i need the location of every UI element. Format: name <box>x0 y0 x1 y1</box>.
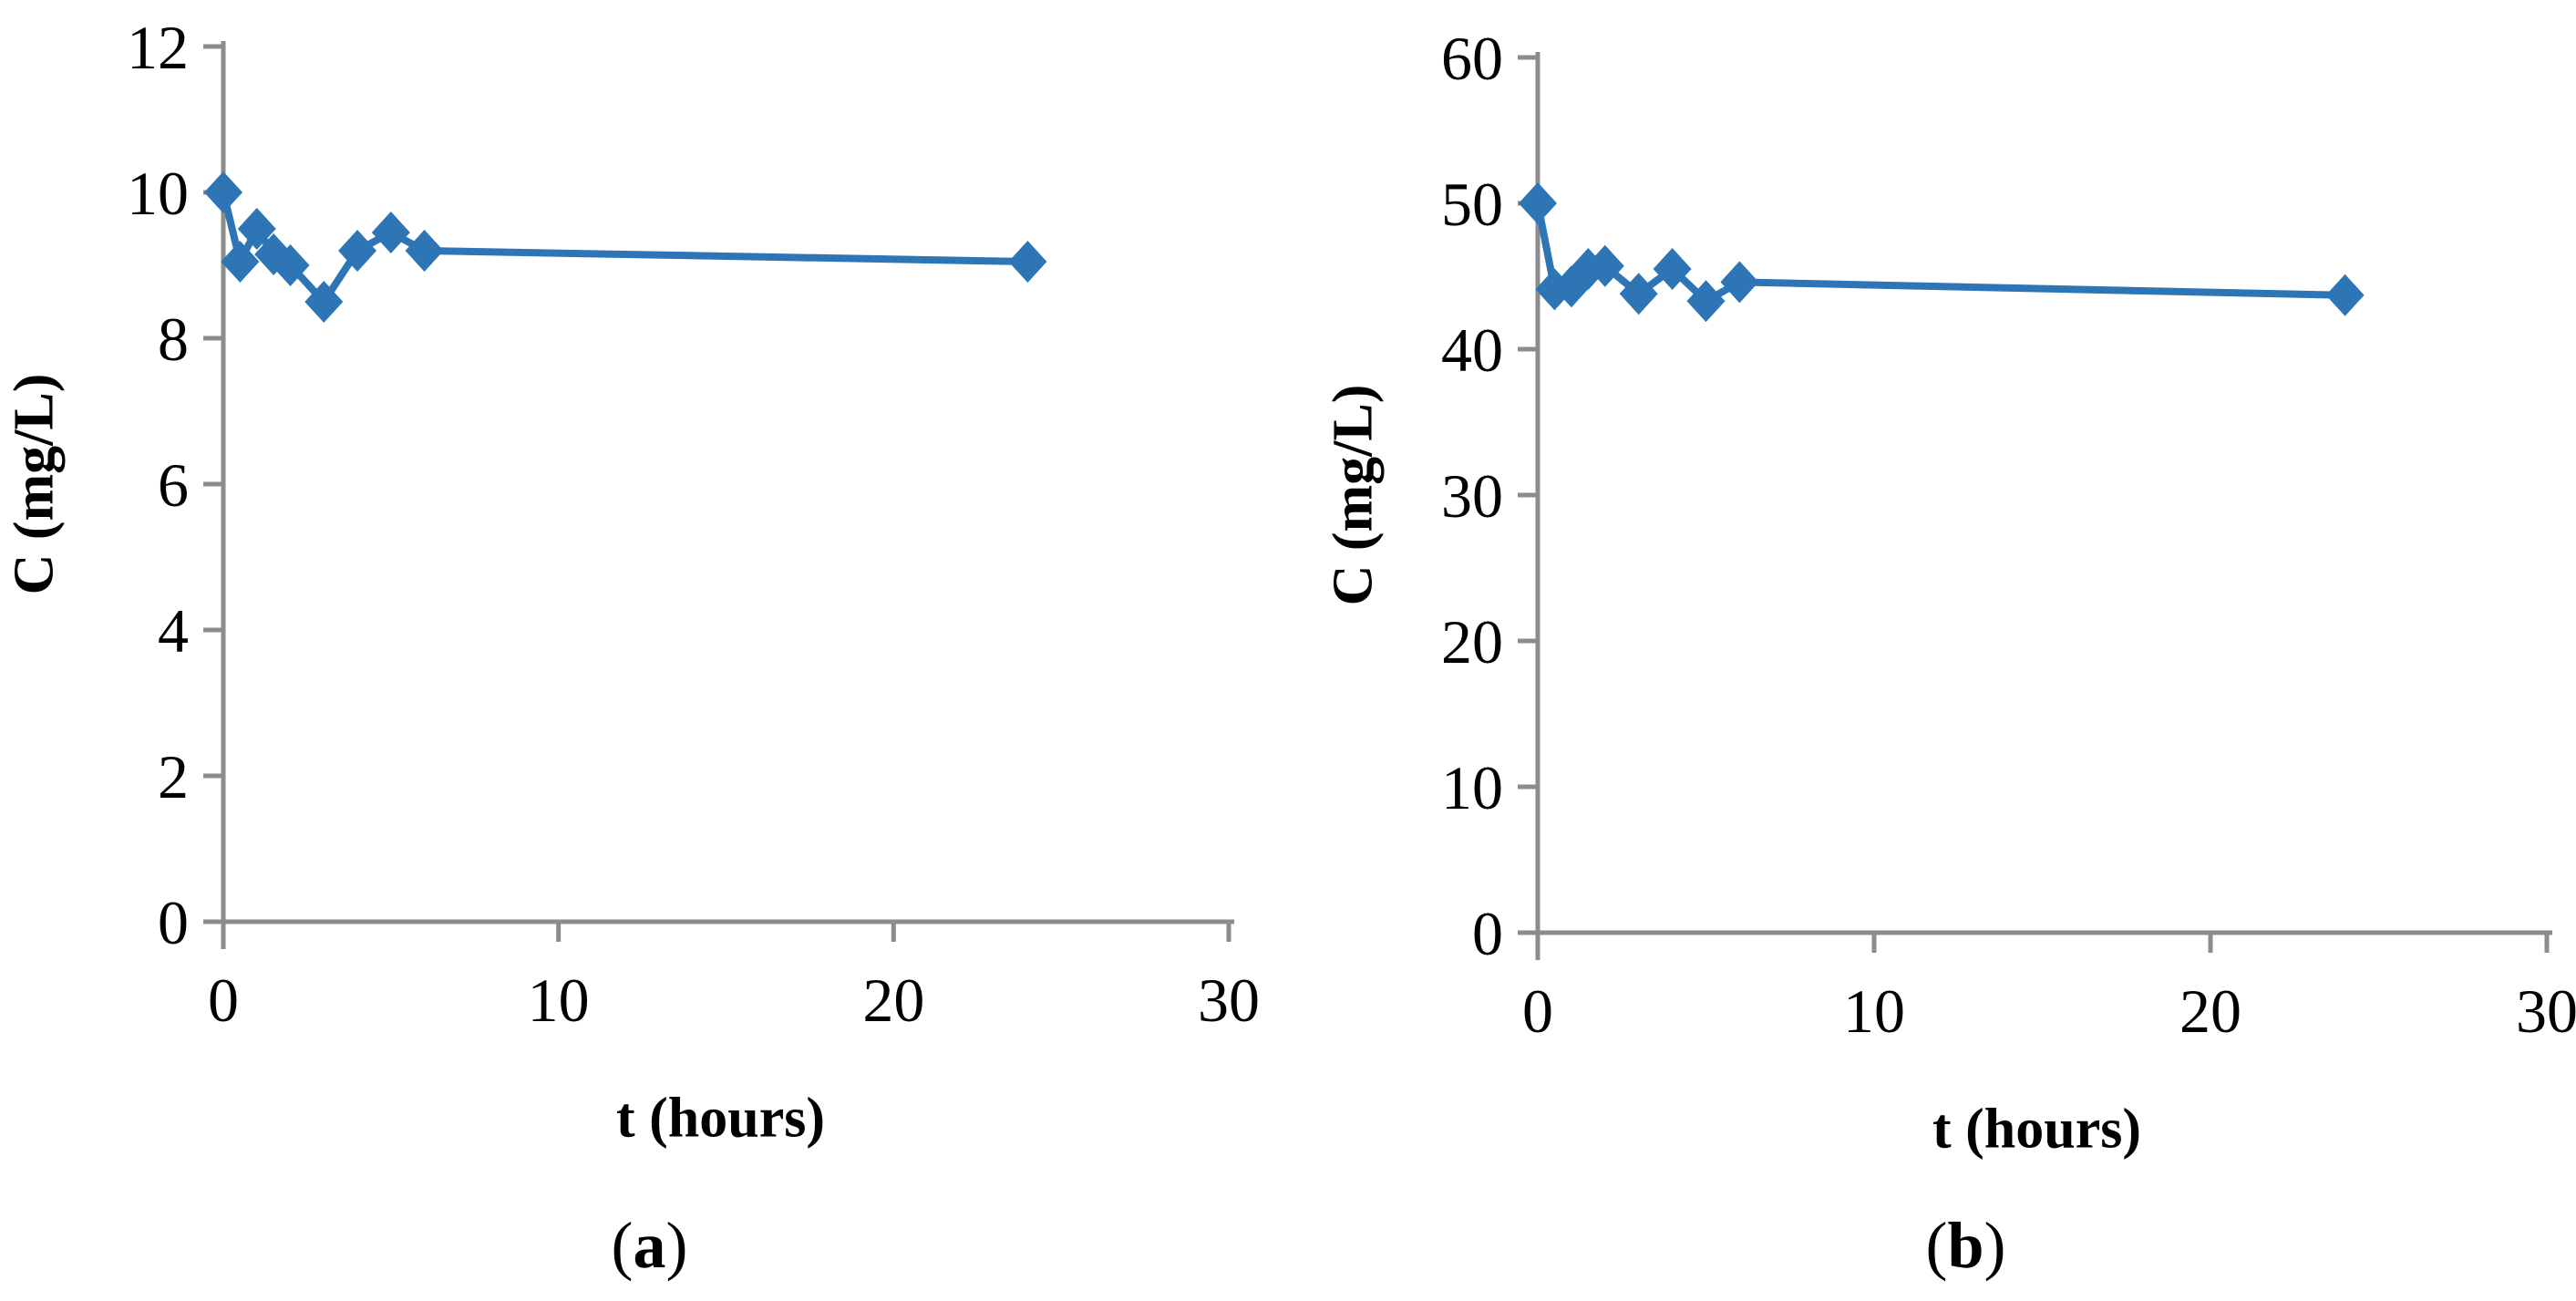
data-point-marker <box>1653 248 1692 290</box>
data-point-marker <box>1519 182 1557 224</box>
x-tick-label: 20 <box>862 965 924 1035</box>
data-point-marker <box>2325 274 2365 316</box>
y-tick-label: 0 <box>1472 899 1503 968</box>
data-line <box>220 191 1028 308</box>
x-tick-label: 30 <box>1198 965 1260 1035</box>
y-axis-title: C (mg/L) <box>4 374 66 595</box>
y-tick-label: 8 <box>158 305 189 374</box>
data-point-marker <box>371 212 410 253</box>
y-axis-title: C (mg/L) <box>1323 385 1385 606</box>
data-point-marker <box>271 244 310 286</box>
y-tick-label: 12 <box>127 13 189 82</box>
data-point-marker <box>1720 261 1759 304</box>
y-tick-label: 30 <box>1441 461 1503 531</box>
y-tick-label: 2 <box>158 742 189 811</box>
x-tick-label: 20 <box>2179 976 2241 1046</box>
data-line <box>1534 202 2345 306</box>
x-tick-label: 30 <box>2516 976 2576 1046</box>
x-tick-label: 0 <box>1522 976 1553 1046</box>
chart-panel-b: 0 10 20 30 40 50 60 0 10 20 30 t (hours) C (mg/L) (b) <box>1323 24 2576 1282</box>
caption-letter: b <box>1947 1209 1984 1282</box>
panel-caption-a: (a) <box>612 1209 688 1282</box>
y-tick-label: 40 <box>1441 315 1503 385</box>
data-point-marker <box>1008 241 1047 283</box>
data-point-marker <box>405 230 444 272</box>
y-tick-label: 10 <box>127 159 189 228</box>
data-point-marker <box>304 281 344 323</box>
data-point-marker <box>221 241 260 283</box>
y-tick-label: 4 <box>158 596 189 666</box>
data-point-marker <box>1619 273 1658 315</box>
y-tick-label: 60 <box>1441 24 1503 93</box>
x-axis-title: t (hours) <box>1932 1099 2141 1161</box>
data-point-marker <box>338 230 377 272</box>
x-tick-label: 10 <box>528 965 590 1035</box>
y-tick-label: 10 <box>1441 753 1503 822</box>
caption-letter: a <box>634 1209 666 1282</box>
data-point-marker <box>1686 280 1726 323</box>
data-point-marker <box>237 208 276 250</box>
y-tick-label: 50 <box>1441 170 1503 239</box>
panel-caption-b: (b) <box>1925 1209 2005 1282</box>
x-axis-title: t (hours) <box>616 1088 825 1150</box>
y-tick-label: 20 <box>1441 607 1503 676</box>
data-point-marker <box>204 171 242 213</box>
x-tick-label: 10 <box>1843 976 1905 1046</box>
y-tick-label: 6 <box>158 450 189 520</box>
x-tick-label: 0 <box>208 965 239 1035</box>
chart-panel-a: 0 2 4 6 8 10 12 0 10 20 30 t (hours) C (mg/L) (a) <box>4 13 1260 1282</box>
data-point-marker <box>1585 244 1624 287</box>
y-tick-label: 0 <box>158 888 189 957</box>
